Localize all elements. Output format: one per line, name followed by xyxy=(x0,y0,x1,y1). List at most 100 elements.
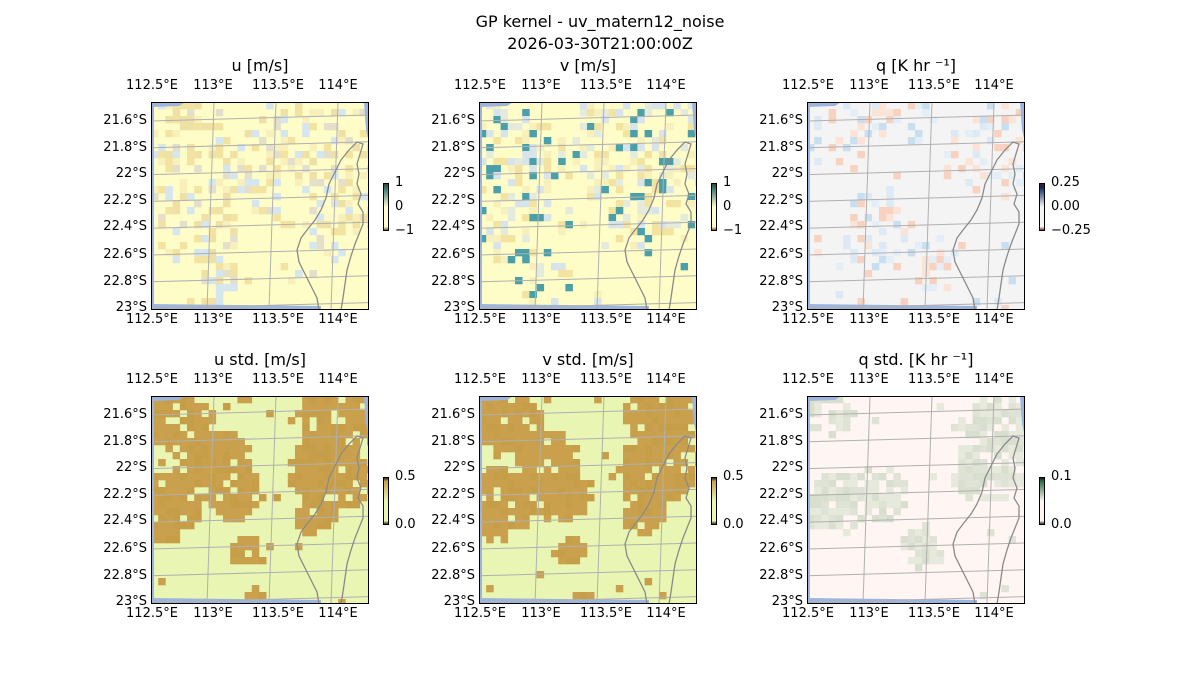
heatmap-cell xyxy=(230,151,238,159)
heatmap-cell xyxy=(929,263,937,271)
lat-tick-label: 22.2°S xyxy=(759,487,803,502)
heatmap-cell xyxy=(515,403,523,411)
heatmap-cell xyxy=(929,116,937,124)
heatmap-cell xyxy=(522,256,530,264)
heatmap-cell xyxy=(807,424,815,432)
heatmap-cell xyxy=(500,480,509,488)
heatmap-cell xyxy=(666,494,674,502)
heatmap-cell xyxy=(615,172,624,180)
heatmap-cell xyxy=(828,431,837,439)
heatmap-cell xyxy=(965,480,973,488)
heatmap-cell xyxy=(1008,396,1017,404)
lon-tick-label-bottom: 113°E xyxy=(193,312,233,327)
heatmap-cell xyxy=(331,508,339,516)
heatmap-cell xyxy=(479,473,487,481)
parallel-line xyxy=(807,302,1025,310)
heatmap-cell xyxy=(158,515,166,523)
heatmap-cell xyxy=(522,186,530,194)
heatmap-cell xyxy=(309,466,317,474)
heatmap-cell xyxy=(486,228,494,236)
heatmap-cell xyxy=(979,466,988,474)
heatmap-cell xyxy=(259,207,267,215)
heatmap-cell xyxy=(486,431,494,439)
heatmap-cell xyxy=(338,438,346,446)
heatmap-cell xyxy=(187,298,195,306)
heatmap-cell xyxy=(500,445,509,453)
heatmap-cell xyxy=(172,480,181,488)
colorbar-tick-label: 0 xyxy=(723,199,732,214)
heatmap-cell xyxy=(522,473,530,481)
colorbar-tick-label: 0.5 xyxy=(723,469,744,484)
heatmap-cell xyxy=(309,410,317,418)
heatmap-cell xyxy=(687,123,696,131)
heatmap-cell xyxy=(323,466,332,474)
heatmap-cell xyxy=(500,431,509,439)
heatmap-cell xyxy=(814,501,822,509)
heatmap-cell xyxy=(316,417,325,425)
lat-tick-label: 22.6°S xyxy=(431,247,475,262)
heatmap-cell xyxy=(194,221,202,229)
heatmap-cell xyxy=(659,151,667,159)
heatmap-cell xyxy=(907,529,916,537)
heatmap-cell xyxy=(237,557,245,565)
heatmap-cell xyxy=(965,473,973,481)
heatmap-cell xyxy=(345,214,353,222)
heatmap-cell xyxy=(943,165,952,173)
heatmap-cell xyxy=(302,396,310,404)
heatmap-cell xyxy=(579,494,588,502)
heatmap-cell xyxy=(223,221,231,229)
heatmap-cell xyxy=(915,242,923,250)
heatmap-cell xyxy=(572,592,581,600)
heatmap-cell xyxy=(594,193,602,201)
heatmap-cell xyxy=(850,249,858,257)
heatmap-cell xyxy=(486,529,494,537)
heatmap-cell xyxy=(814,480,822,488)
heatmap-cell xyxy=(972,445,981,453)
heatmap-cell xyxy=(187,452,195,460)
heatmap-cell xyxy=(223,487,231,495)
heatmap-cell xyxy=(666,158,674,166)
parallel-line xyxy=(807,194,1025,202)
heatmap-cell xyxy=(907,137,916,145)
heatmap-cell xyxy=(644,445,653,453)
heatmap-cell xyxy=(637,501,645,509)
heatmap-cell xyxy=(922,242,930,250)
heatmap-cell xyxy=(623,144,631,152)
heatmap-cell xyxy=(223,186,231,194)
heatmap-cell xyxy=(900,487,909,495)
heatmap-cell xyxy=(828,410,837,418)
heatmap-cell xyxy=(323,445,332,453)
heatmap-cell xyxy=(565,459,573,467)
heatmap-cell xyxy=(601,179,609,187)
lon-tick-label-bottom: 114°E xyxy=(646,606,686,621)
heatmap-cell xyxy=(338,179,346,187)
heatmap-cell xyxy=(987,123,995,131)
heatmap-cell xyxy=(637,228,645,236)
heatmap-cell xyxy=(295,466,303,474)
lon-tick-label-bottom: 112.5°E xyxy=(782,606,834,621)
heatmap-cell xyxy=(673,102,681,110)
heatmap-cell xyxy=(352,487,361,495)
heatmap-cell xyxy=(943,151,952,159)
heatmap-cell xyxy=(857,494,865,502)
heatmap-cell xyxy=(821,473,829,481)
heatmap-cell xyxy=(1008,466,1017,474)
heatmap-cell xyxy=(251,207,260,215)
heatmap-cell xyxy=(644,200,653,208)
parallel-line xyxy=(479,542,697,550)
heatmap-cell xyxy=(165,522,173,530)
heatmap-cell xyxy=(507,214,516,222)
heatmap-cell xyxy=(673,179,681,187)
heatmap-cell xyxy=(359,396,368,404)
heatmap-cell xyxy=(172,228,181,236)
heatmap-cell xyxy=(172,165,181,173)
heatmap-cell xyxy=(608,179,617,187)
heatmap-cell xyxy=(659,403,667,411)
heatmap-cell xyxy=(208,123,217,131)
heatmap-cell xyxy=(615,235,624,243)
heatmap-cell xyxy=(507,165,516,173)
meridian-line xyxy=(534,396,543,604)
heatmap-cell xyxy=(644,410,653,418)
heatmap-cell xyxy=(507,235,516,243)
heatmap-cell xyxy=(194,494,202,502)
